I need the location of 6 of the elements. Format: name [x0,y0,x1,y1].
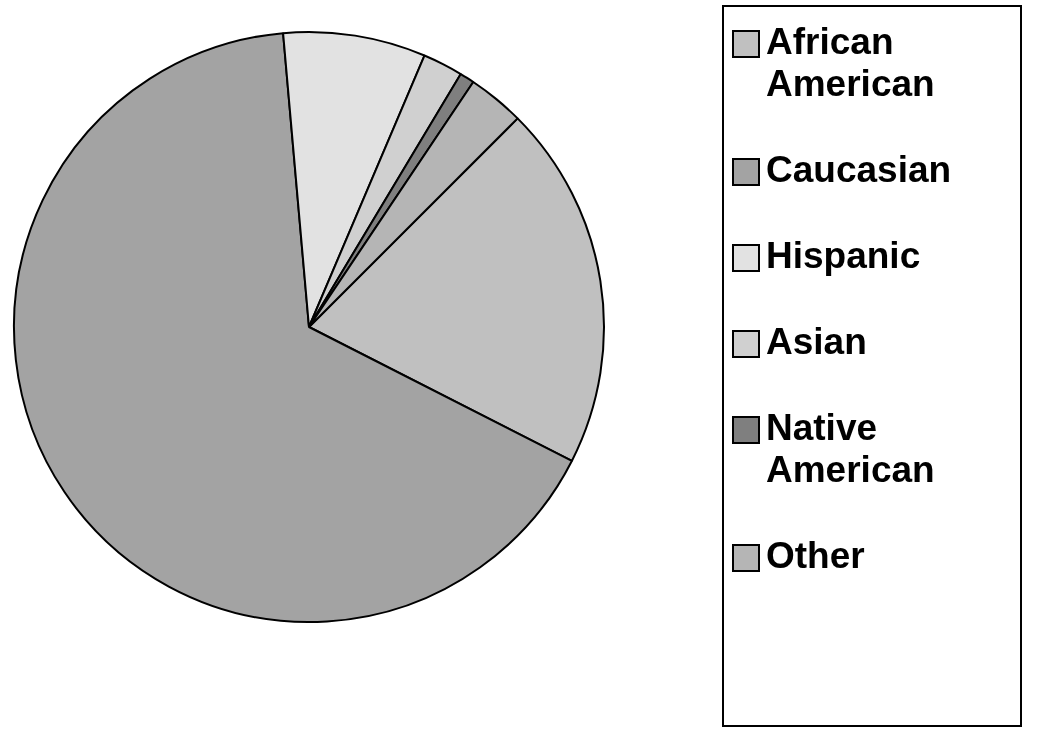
legend-label: African American [766,21,935,105]
legend-label: Hispanic [766,235,921,277]
legend-label: Other [766,535,865,577]
legend-label: Native American [766,407,935,491]
legend-label: Caucasian [766,149,952,191]
legend-label: Asian [766,321,867,363]
